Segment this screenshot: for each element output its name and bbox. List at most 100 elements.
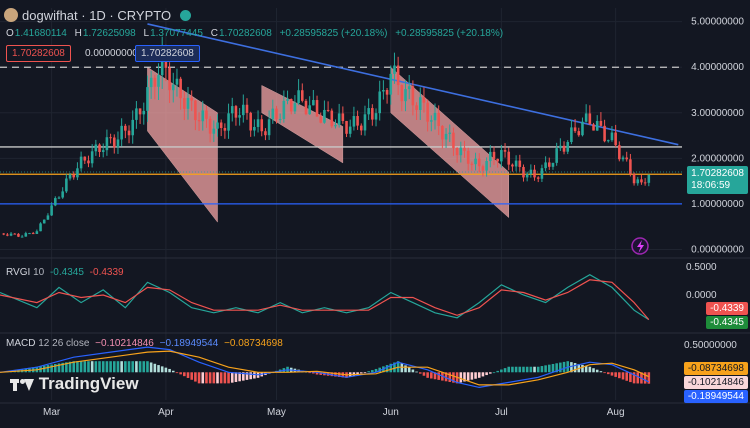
macd-histogram-bar xyxy=(105,361,109,373)
candle-body xyxy=(629,159,632,175)
macd-histogram-bar xyxy=(647,372,651,384)
time-axis: Mar Apr May Jun Jul Aug xyxy=(43,407,625,418)
candle-body xyxy=(625,157,628,160)
rvgi-value-1: -0.4345 xyxy=(49,267,84,278)
macd-histogram-bar xyxy=(481,372,485,377)
candle-body xyxy=(282,100,286,120)
macd-histogram-bar xyxy=(109,361,112,373)
macd-histogram-bar xyxy=(131,361,135,373)
candle-body xyxy=(352,116,356,127)
candle-body xyxy=(315,100,319,117)
candle-body xyxy=(592,124,595,131)
open-value: 1.41680114 xyxy=(14,28,67,39)
tradingview-logo: TradingView xyxy=(10,374,139,394)
macd-histogram-bar xyxy=(315,372,319,375)
macd-histogram-bar xyxy=(529,366,533,373)
candle-body xyxy=(489,151,492,162)
candle-body xyxy=(116,139,120,148)
macd-tag-blue: -0.18949544 xyxy=(683,390,748,403)
candle-body xyxy=(544,162,547,169)
macd-histogram-bar xyxy=(430,372,433,379)
macd-histogram-bar xyxy=(470,372,474,380)
macd-histogram-bar xyxy=(175,372,179,374)
macd-histogram-bar xyxy=(448,372,452,382)
candle-body xyxy=(13,233,17,235)
macd-histogram-bar xyxy=(308,372,311,374)
macd-histogram-bar xyxy=(65,362,68,373)
candle-body xyxy=(308,105,311,115)
candle-body xyxy=(39,223,42,232)
macd-histogram-bar xyxy=(230,372,234,383)
candle-body xyxy=(555,148,558,163)
macd-histogram-bar xyxy=(227,372,230,384)
macd-histogram-bar xyxy=(466,372,470,381)
macd-histogram-bar xyxy=(496,370,499,373)
macd-histogram-bar xyxy=(444,372,448,382)
candle-body xyxy=(157,75,160,87)
candle-body xyxy=(267,119,271,136)
candle-body xyxy=(334,125,337,127)
macd-histogram-bar xyxy=(463,372,466,382)
candle-body xyxy=(359,125,363,131)
candle-body xyxy=(149,77,153,88)
countdown: 18:06:59 xyxy=(691,180,731,191)
macd-histogram-bar xyxy=(334,372,337,377)
macd-histogram-bar xyxy=(500,369,503,373)
candle-body xyxy=(466,150,470,164)
macd-histogram-bar xyxy=(599,371,603,373)
macd-histogram-bar xyxy=(544,365,547,373)
macd-histogram-bar xyxy=(319,372,323,375)
macd-histogram-bar xyxy=(367,371,370,373)
candle-body xyxy=(441,125,444,140)
candle-body xyxy=(142,110,146,115)
macd-histogram-bar xyxy=(389,363,393,373)
macd-histogram-bar xyxy=(371,370,374,373)
candle-body xyxy=(249,112,252,131)
macd-value: −0.18949544 xyxy=(159,338,219,349)
candle-body xyxy=(374,113,378,120)
lightning-icon[interactable] xyxy=(631,237,649,255)
macd-histogram-bar xyxy=(411,369,415,373)
candle-body xyxy=(522,166,525,178)
rvgi-value-2: -0.4339 xyxy=(89,267,124,278)
symbol-title[interactable]: dogwifhat · 1D · CRYPTO xyxy=(22,8,172,23)
candle-body xyxy=(581,121,584,136)
macd-histogram-bar xyxy=(208,372,212,384)
macd-histogram-bar xyxy=(116,361,120,373)
close-label: C xyxy=(210,28,218,39)
candle-body xyxy=(201,110,205,122)
candle-body xyxy=(433,112,437,121)
rvgi-axis-top: 0.5000 xyxy=(686,262,717,273)
sell-button[interactable]: 1.70282608 xyxy=(6,45,71,62)
macd-histogram-bar xyxy=(46,365,50,373)
candle-body xyxy=(234,106,238,118)
macd-histogram-bar xyxy=(610,372,614,376)
macd-histogram-bar xyxy=(54,363,57,373)
macd-histogram-bar xyxy=(629,372,632,383)
candle-body xyxy=(647,174,651,183)
candle-body xyxy=(599,120,603,126)
channel-zone xyxy=(147,66,218,223)
macd-histogram-bar xyxy=(581,364,584,373)
symbol-logo-icon xyxy=(4,8,18,22)
candle-body xyxy=(208,118,212,134)
rvgi-legend[interactable]: RVGI 10 -0.4345 -0.4339 xyxy=(6,267,124,278)
candle-body xyxy=(138,108,142,115)
buy-button[interactable]: 1.70282608 xyxy=(135,45,200,62)
candle-body xyxy=(562,145,566,152)
candle-body xyxy=(72,174,76,178)
macd-histogram-bar xyxy=(603,372,606,374)
candle-body xyxy=(463,147,466,151)
rvgi-tag-red: -0.4339 xyxy=(706,302,748,315)
macd-histogram-bar xyxy=(164,367,168,373)
candle-body xyxy=(2,233,5,235)
macd-histogram-bar xyxy=(452,372,455,383)
candle-body xyxy=(205,110,208,119)
candle-body xyxy=(175,78,179,85)
macd-histogram-bar xyxy=(636,372,640,384)
rvgi-axis-zero: 0.0000 xyxy=(686,290,717,301)
macd-legend[interactable]: MACD 12 26 close −0.10214846 −0.18949544… xyxy=(6,338,283,349)
candle-body xyxy=(275,108,278,120)
macd-histogram-bar xyxy=(433,372,437,380)
